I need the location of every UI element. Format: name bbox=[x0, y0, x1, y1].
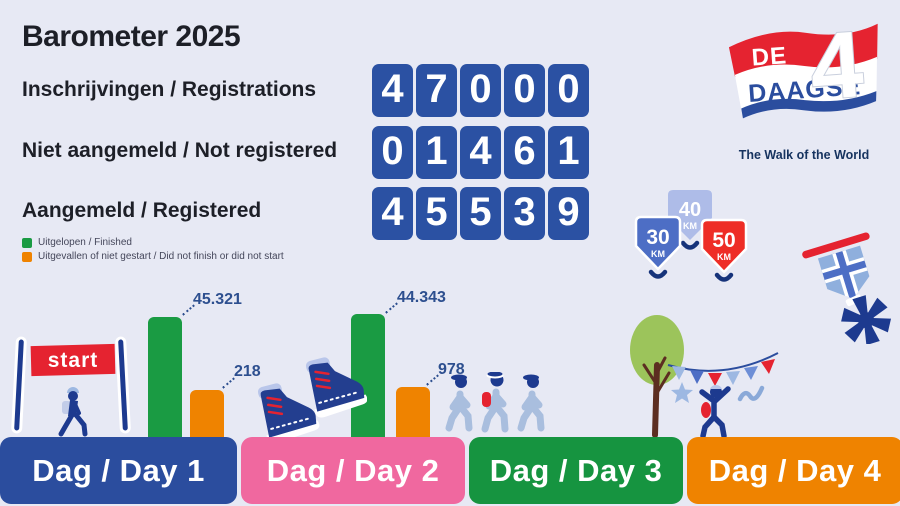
vierdaagse-medal-illustration bbox=[802, 232, 892, 344]
legend: Uitgelopen / Finished Uitgevallen of nie… bbox=[22, 237, 284, 262]
day-band-1: Dag / Day 1 bbox=[0, 437, 237, 504]
dnf-swatch-icon bbox=[22, 251, 32, 262]
logo-big-4: 4 bbox=[807, 12, 866, 119]
star-illustration bbox=[671, 382, 693, 403]
start-banner-label: start bbox=[48, 349, 99, 372]
value-day2-dnf: 978 bbox=[438, 361, 465, 378]
badge-40-unit: KM bbox=[683, 221, 697, 231]
legend-label: Uitgevallen of niet gestart / Did not fi… bbox=[38, 251, 284, 262]
celebrating-walker-illustration bbox=[699, 385, 731, 439]
day-band-4: Dag / Day 4 bbox=[687, 437, 900, 504]
km-badge-50: 50 KM bbox=[700, 218, 748, 282]
de4daagse-logo: DE DAAGSE 4 bbox=[728, 12, 878, 120]
counter-digit: 0 bbox=[548, 64, 589, 117]
counter-digit: 5 bbox=[416, 187, 457, 240]
value-day1-dnf: 218 bbox=[234, 363, 261, 380]
legend-item-dnf: Uitgevallen of niet gestart / Did not fi… bbox=[22, 251, 284, 262]
legend-item-finished: Uitgelopen / Finished bbox=[22, 237, 284, 248]
counter-digit: 0 bbox=[372, 126, 413, 179]
day-band-label: Dag / Day 1 bbox=[32, 452, 205, 488]
counter-digit: 6 bbox=[504, 126, 545, 179]
bunting-illustration bbox=[667, 352, 779, 386]
counter-digit: 3 bbox=[504, 187, 545, 240]
bar-day1-finished bbox=[148, 317, 182, 440]
registrations-label: Inschrijvingen / Registrations bbox=[22, 78, 317, 101]
walker-figure bbox=[58, 387, 88, 437]
callout-line bbox=[385, 302, 398, 314]
counter-digit: 9 bbox=[548, 187, 589, 240]
logo-word-de: DE bbox=[751, 42, 788, 71]
bar-day2-dnf bbox=[396, 387, 430, 440]
bar-day2-finished bbox=[351, 314, 385, 440]
not-registered-counter: 0 1 4 6 1 bbox=[372, 126, 589, 179]
counter-digit: 4 bbox=[460, 126, 501, 179]
day-band-2: Dag / Day 2 bbox=[241, 437, 465, 504]
walking-soldiers-illustration bbox=[445, 372, 545, 433]
finished-swatch-icon bbox=[22, 237, 32, 248]
counter-digit: 0 bbox=[504, 64, 545, 117]
tree-illustration bbox=[630, 315, 684, 438]
callout-line bbox=[426, 374, 439, 386]
km-badge-30: 30 KM bbox=[634, 215, 682, 279]
start-gate-illustration: start bbox=[11, 336, 131, 437]
callout-line bbox=[222, 377, 235, 389]
counter-digit: 4 bbox=[372, 64, 413, 117]
counter-digit: 0 bbox=[460, 64, 501, 117]
counter-digit: 5 bbox=[460, 187, 501, 240]
day-band-label: Dag / Day 3 bbox=[489, 452, 663, 488]
value-day1-finished: 45.321 bbox=[193, 291, 242, 308]
not-registered-label: Niet aangemeld / Not registered bbox=[22, 139, 338, 162]
badge-40-value: 40 bbox=[679, 199, 701, 221]
badge-30-value: 30 bbox=[646, 226, 669, 249]
value-day2-finished: 44.343 bbox=[397, 289, 446, 306]
hiking-boots-illustration bbox=[257, 357, 367, 440]
confetti-squiggle-illustration bbox=[737, 385, 765, 402]
page-title: Barometer 2025 bbox=[22, 20, 241, 53]
badge-30-unit: KM bbox=[651, 249, 665, 259]
legend-label: Uitgelopen / Finished bbox=[38, 237, 132, 248]
counter-digit: 7 bbox=[416, 64, 457, 117]
badge-50-unit: KM bbox=[717, 252, 731, 262]
counter-digit: 1 bbox=[548, 126, 589, 179]
registered-counter: 4 5 5 3 9 bbox=[372, 187, 589, 240]
day-band-label: Dag / Day 4 bbox=[708, 452, 882, 488]
registrations-counter: 4 7 0 0 0 bbox=[372, 64, 589, 117]
logo-tagline: The Walk of the World bbox=[738, 148, 870, 162]
day-band-3: Dag / Day 3 bbox=[469, 437, 683, 504]
bar-day1-dnf bbox=[190, 390, 224, 440]
registered-label: Aangemeld / Registered bbox=[22, 199, 262, 222]
counter-digit: 1 bbox=[416, 126, 457, 179]
badge-50-value: 50 bbox=[712, 229, 735, 252]
day-band-label: Dag / Day 2 bbox=[266, 452, 440, 488]
counter-digit: 4 bbox=[372, 187, 413, 240]
